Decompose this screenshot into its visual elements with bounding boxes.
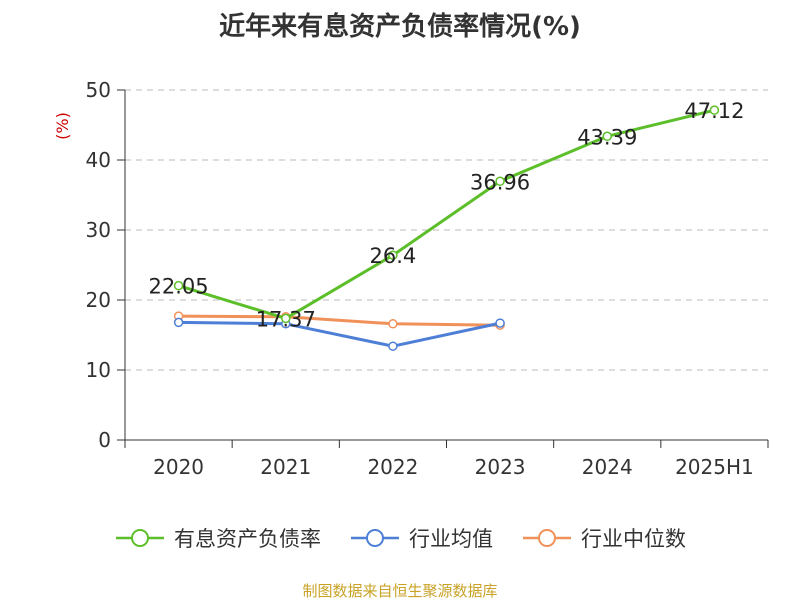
data-point xyxy=(173,317,184,328)
grid-lines xyxy=(125,89,768,371)
axes: 0 10 20 30 40 50 2020 2021 2022 2023 2024 2025H1 xyxy=(86,78,769,479)
x-tick-label: 2022 xyxy=(367,455,418,479)
legend-circle xyxy=(131,529,149,547)
data-label: 17.37 xyxy=(256,307,316,331)
y-tick-label: 10 xyxy=(86,358,111,382)
legend-circle xyxy=(366,529,384,547)
legend-label: 行业均值 xyxy=(409,527,493,551)
data-point xyxy=(281,313,291,324)
y-unit-label: (%) xyxy=(53,112,72,140)
data-labels: 22.05 17.37 26.4 36.96 43.39 47.12 xyxy=(149,99,745,331)
y-tick-label: 30 xyxy=(86,218,111,242)
data-point xyxy=(388,341,398,351)
x-tick-label: 2023 xyxy=(475,455,526,479)
legend-label: 有息资产负债率 xyxy=(174,527,321,551)
data-label: 26.4 xyxy=(370,244,417,268)
series-line xyxy=(178,108,715,320)
data-point xyxy=(173,280,184,291)
legend: 有息资产负债率 行业均值 行业中位数 xyxy=(0,521,800,555)
data-point xyxy=(602,131,612,142)
y-tick-label: 40 xyxy=(86,148,111,172)
legend-marker-icon xyxy=(351,529,399,547)
y-tick-label: 0 xyxy=(98,428,111,452)
data-point xyxy=(495,318,505,328)
legend-marker-icon xyxy=(116,529,164,547)
legend-marker-icon xyxy=(523,529,571,547)
series-lines xyxy=(173,105,720,351)
series-line xyxy=(178,314,501,327)
data-point xyxy=(709,105,720,115)
x-tick-label: 2025H1 xyxy=(675,455,754,479)
legend-item[interactable]: 行业中位数 xyxy=(521,523,686,553)
data-point xyxy=(495,176,505,187)
x-tick-label: 2024 xyxy=(582,455,633,479)
legend-item[interactable]: 行业均值 xyxy=(349,523,493,553)
y-tick-label: 50 xyxy=(86,78,111,102)
x-tick-label: 2020 xyxy=(153,455,204,479)
chart-title: 近年来有息资产负债率情况(%) xyxy=(219,12,581,42)
source-note: 制图数据来自恒生聚源数据库 xyxy=(302,582,498,600)
legend-label: 行业中位数 xyxy=(581,527,686,551)
data-point xyxy=(388,319,398,329)
data-label: 36.96 xyxy=(470,170,530,194)
x-tick-label: 2021 xyxy=(260,455,311,479)
y-tick-label: 20 xyxy=(86,288,111,312)
data-label: 22.05 xyxy=(149,275,209,299)
data-label: 47.12 xyxy=(684,99,744,123)
legend-circle xyxy=(538,529,556,547)
legend-item[interactable]: 有息资产负债率 xyxy=(114,523,321,553)
data-label: 43.39 xyxy=(577,125,637,149)
data-point xyxy=(388,250,398,260)
series-line xyxy=(178,320,501,348)
